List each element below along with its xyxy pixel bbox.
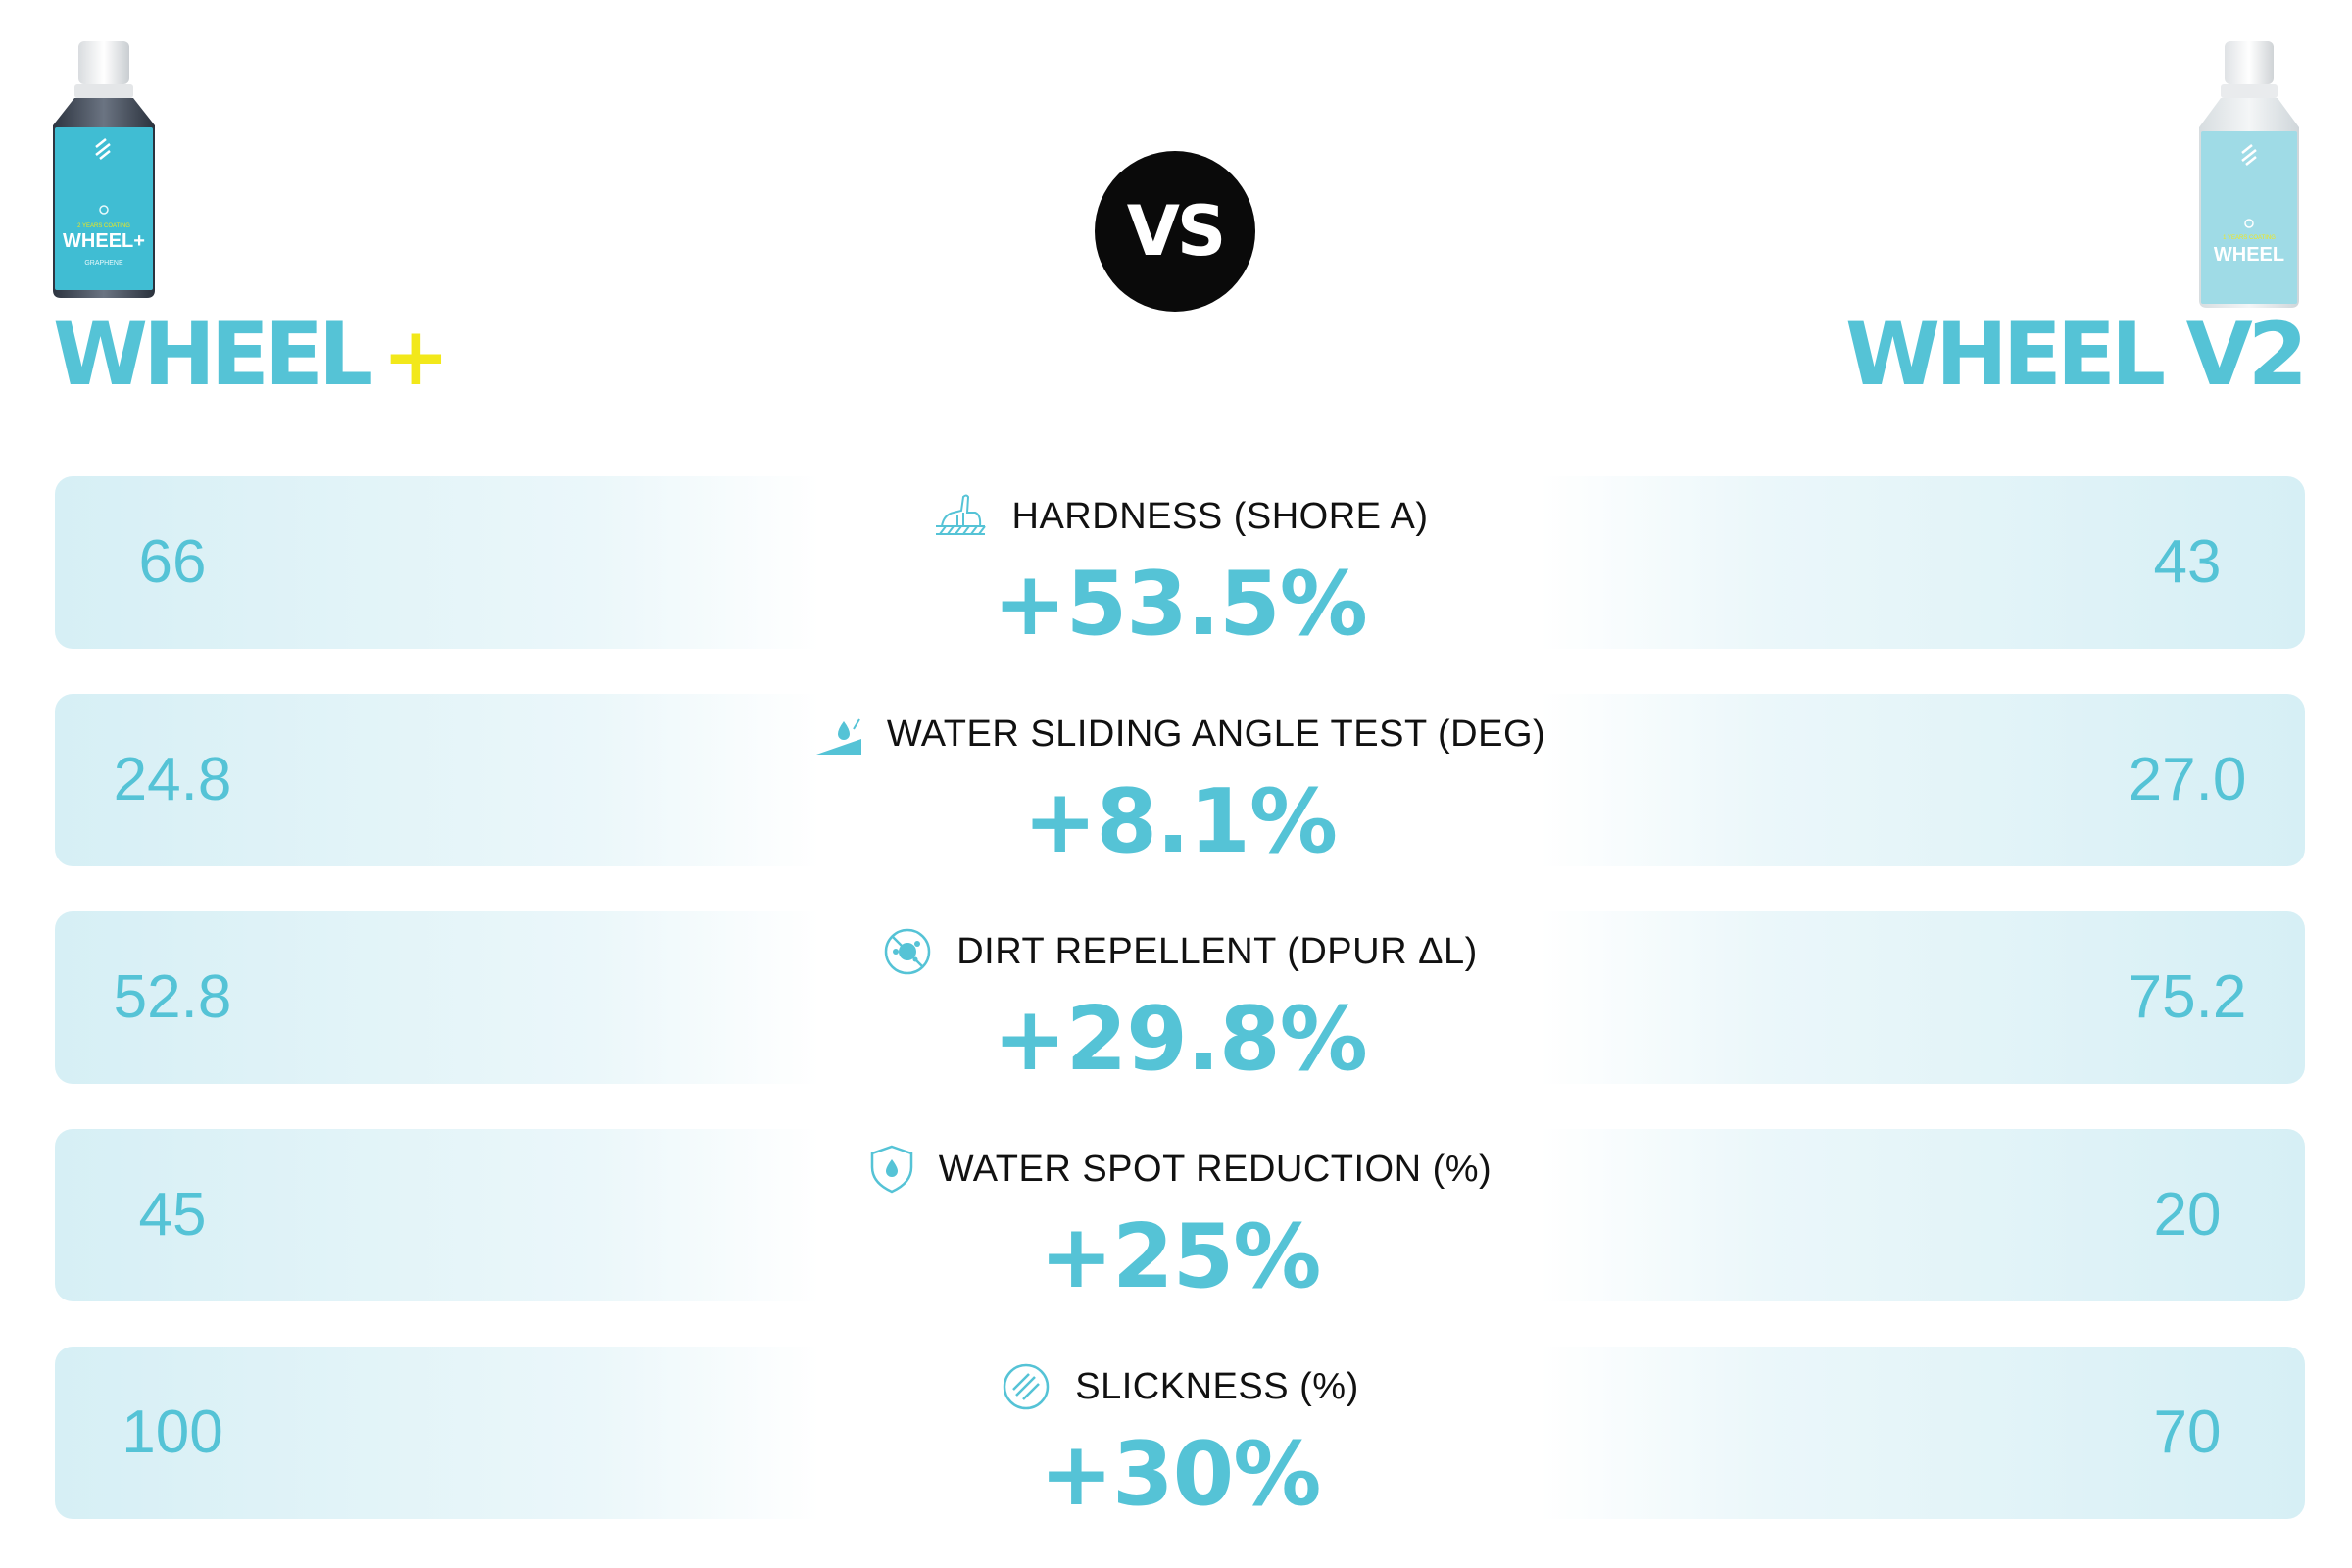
metric-label-line: DIRT REPELLENT (DPUR ΔL) — [55, 921, 2305, 982]
plus-sign: + — [382, 311, 450, 404]
metric-center: WATER SPOT REDUCTION (%) +25% — [55, 1139, 2305, 1301]
metric-label: WATER SPOT REDUCTION (%) — [938, 1148, 1493, 1190]
metric-center: DIRT REPELLENT (DPUR ΔL) +29.8% — [55, 921, 2305, 1084]
metric-label: DIRT REPELLENT (DPUR ΔL) — [956, 930, 1478, 972]
bottle-right-top-text: 1 YEARS COATING — [2223, 235, 2276, 241]
left-value: 24.8 — [113, 746, 232, 813]
bottle-left-name-text: WHEEL+ — [63, 230, 145, 252]
slickness-icon — [1004, 1363, 1050, 1410]
left-value: 66 — [138, 528, 207, 596]
metric-label-line: HARDNESS (SHORE A) — [55, 486, 2305, 547]
wheel-v2-bottle-image: 1 YEARS COATING WHEEL — [2191, 37, 2307, 310]
left-value: 45 — [138, 1181, 207, 1249]
metric-center: HARDNESS (SHORE A) +53.5% — [55, 486, 2305, 649]
metric-label-line: WATER SPOT REDUCTION (%) — [55, 1139, 2305, 1200]
metric-row-hardness: 66 HARDNESS (SHORE A) +53.5% 43 — [55, 476, 2305, 649]
left-value: 52.8 — [113, 963, 232, 1031]
right-value: 70 — [2153, 1398, 2222, 1466]
metric-change: +30% — [1039, 1423, 1322, 1526]
product-name-left: WHEEL + — [53, 312, 450, 398]
vs-badge: VS — [1095, 151, 1255, 312]
metric-label-line: SLICKNESS (%) — [55, 1356, 2305, 1417]
metric-change: +8.1% — [1022, 770, 1338, 873]
metric-row-water-spot: 45 WATER SPOT REDUCTION (%) +25% 20 — [55, 1129, 2305, 1301]
metric-row-dirt-repellent: 52.8 DIRT REPELLENT (DPUR ΔL) +29.8% 75.… — [55, 911, 2305, 1084]
water-spot-shield-icon — [870, 1145, 913, 1194]
right-value: 20 — [2153, 1181, 2222, 1249]
right-value: 75.2 — [2128, 963, 2247, 1031]
hardness-icon — [935, 494, 986, 535]
metric-label: WATER SLIDING ANGLE TEST (DEG) — [886, 712, 1546, 755]
bottle-right-name-text: WHEEL — [2214, 244, 2284, 266]
right-value: 43 — [2153, 528, 2222, 596]
metric-row-slickness: 100 SLICKNESS (%) +30% 70 — [55, 1347, 2305, 1519]
dirt-repellent-icon — [884, 928, 931, 975]
left-value: 100 — [122, 1398, 223, 1466]
wheel-plus-bottle-image: 2 YEARS COATING WHEEL+ GRAPHENE — [45, 37, 163, 300]
metric-label: SLICKNESS (%) — [1075, 1365, 1359, 1407]
metric-label-line: WATER SLIDING ANGLE TEST (DEG) — [55, 704, 2305, 764]
bottle-left-top-text: 2 YEARS COATING — [77, 223, 130, 229]
metric-center: WATER SLIDING ANGLE TEST (DEG) +8.1% — [55, 704, 2305, 866]
metric-label: HARDNESS (SHORE A) — [1011, 495, 1429, 537]
product-name-right: WHEEL V2 — [1845, 304, 2308, 405]
comparison-table: 66 HARDNESS (SHORE A) +53.5% 43 24.8 — [55, 476, 2305, 1564]
metric-change: +29.8% — [993, 988, 1368, 1091]
metric-center: SLICKNESS (%) +30% — [55, 1356, 2305, 1519]
metric-change: +53.5% — [993, 553, 1368, 656]
bottle-left-sub-text: GRAPHENE — [84, 260, 123, 267]
right-value: 27.0 — [2128, 746, 2247, 813]
water-sliding-icon — [815, 718, 861, 755]
product-name-left-text: WHEEL — [53, 304, 373, 405]
metric-change: +25% — [1039, 1205, 1322, 1308]
metric-row-water-sliding: 24.8 WATER SLIDING ANGLE TEST (DEG) +8.1… — [55, 694, 2305, 866]
